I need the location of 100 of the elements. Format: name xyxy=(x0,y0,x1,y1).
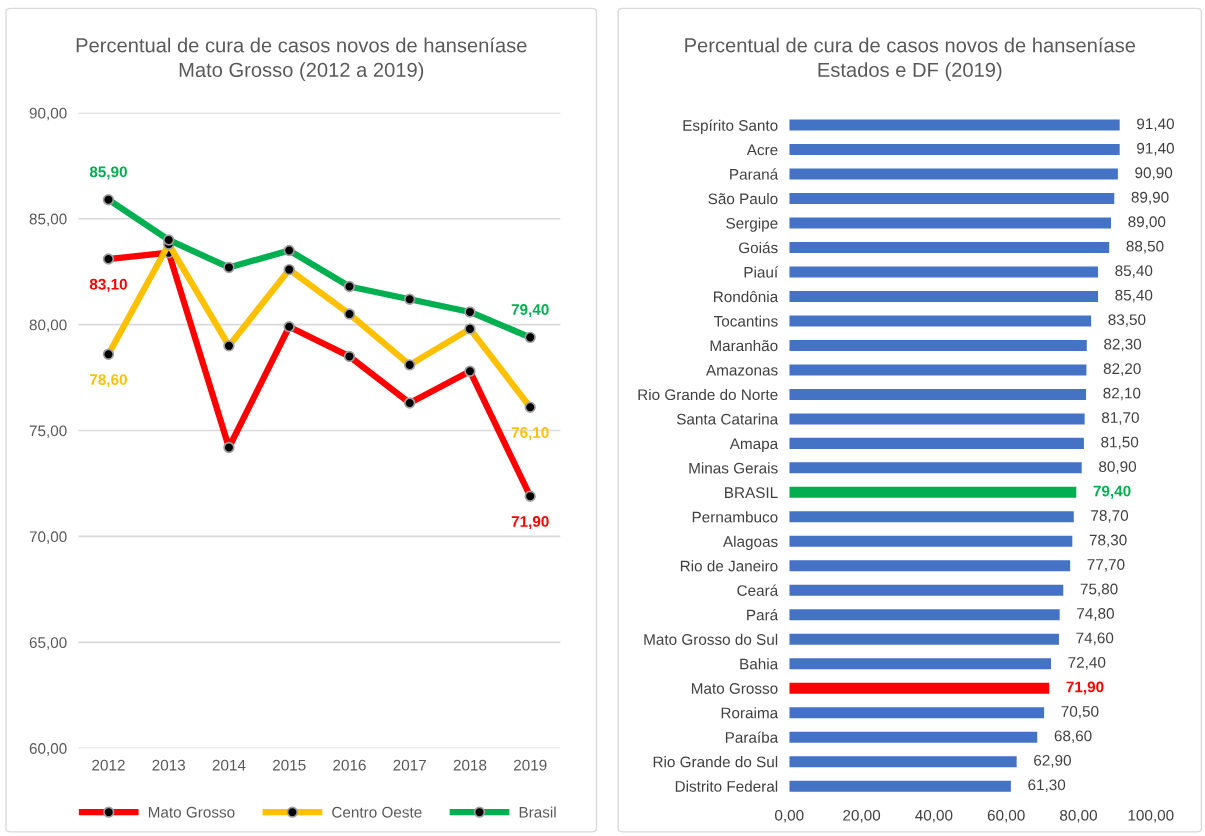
bar xyxy=(789,633,1059,645)
bar xyxy=(789,780,1011,792)
y-tick-label: Mato Grosso xyxy=(691,683,778,694)
data-label: 89,00 xyxy=(1128,216,1166,229)
data-label: 90,90 xyxy=(1135,167,1173,180)
bar xyxy=(789,731,1038,743)
y-tick-label: Goiás xyxy=(739,241,778,254)
x-tick-label: 2016 xyxy=(333,759,366,771)
y-tick-label: Rio Grande do Sul xyxy=(653,756,778,768)
data-label: 72,40 xyxy=(1068,657,1106,670)
bar xyxy=(789,144,1120,156)
y-tick-label: Santa Catarina xyxy=(676,413,779,425)
x-tick-label: 2015 xyxy=(272,759,306,771)
data-label: 82,10 xyxy=(1103,387,1141,401)
bar xyxy=(789,609,1060,621)
y-tick-label: Pernambuco xyxy=(692,511,778,523)
bar xyxy=(789,584,1064,596)
bar xyxy=(789,339,1087,351)
data-label: 78,30 xyxy=(1089,534,1127,548)
x-tick-label: 2018 xyxy=(453,759,487,771)
data-label: 85,40 xyxy=(1115,289,1153,303)
data-label: 79,40 xyxy=(1093,485,1131,499)
data-label: 75,80 xyxy=(1080,583,1118,597)
data-label: 61,30 xyxy=(1028,779,1066,793)
data-label: 74,80 xyxy=(1077,608,1114,621)
y-tick-label: Sergipe xyxy=(726,217,778,232)
y-tick-label: Espírito Santo xyxy=(683,119,778,134)
bar xyxy=(789,315,1092,327)
y-tick-label: Acre xyxy=(746,144,778,156)
y-tick-label: Amazonas xyxy=(706,364,778,376)
data-label: 88,50 xyxy=(1126,240,1164,254)
x-tick-label: 40,00 xyxy=(915,809,953,823)
bar xyxy=(789,413,1085,425)
data-label: 71,90 xyxy=(511,516,549,530)
x-tick-label: 80,00 xyxy=(1060,809,1097,823)
y-tick-label: 70,00 xyxy=(29,531,67,544)
y-tick-label: Roraima xyxy=(721,707,779,719)
data-label: 91,40 xyxy=(1137,118,1174,132)
legend-label: Centro Oeste xyxy=(332,806,422,818)
data-label: 68,60 xyxy=(1054,730,1092,744)
y-tick-label: BRASIL xyxy=(725,487,778,499)
bar xyxy=(789,168,1118,180)
bar xyxy=(789,707,1045,719)
y-tick-label: Tocantins xyxy=(713,315,778,327)
bar xyxy=(789,486,1077,498)
y-tick-label: Rio de Janeiro xyxy=(680,560,778,572)
bar xyxy=(789,511,1074,523)
y-tick-label: Amapa xyxy=(729,438,779,453)
x-tick-label: 100,00 xyxy=(1128,809,1174,823)
data-label: 81,50 xyxy=(1101,436,1139,450)
legend-label: Brasil xyxy=(519,806,556,818)
y-tick-label: Paraíba xyxy=(725,731,779,743)
bar xyxy=(789,193,1115,205)
x-tick-label: 2012 xyxy=(92,759,125,771)
x-tick-label: 0,00 xyxy=(775,809,804,823)
bar xyxy=(789,290,1098,302)
chart-title: Percentual de cura de casos novos de hanseníase Mato Grosso (2012 a 2019) xyxy=(76,37,527,81)
data-label: 74,60 xyxy=(1076,632,1114,646)
y-tick-label: 90,00 xyxy=(29,107,67,121)
data-label: 70,50 xyxy=(1061,705,1099,719)
bar xyxy=(789,242,1110,254)
data-label: 81,70 xyxy=(1101,412,1139,425)
bar xyxy=(789,462,1082,474)
y-tick-label: Rondônia xyxy=(714,290,779,303)
bar xyxy=(789,756,1017,768)
y-tick-label: São Paulo xyxy=(708,193,778,205)
bar xyxy=(789,217,1112,229)
data-label: 78,60 xyxy=(89,374,127,388)
y-tick-label: 85,00 xyxy=(29,213,67,227)
data-label: 80,90 xyxy=(1099,461,1137,474)
bar xyxy=(789,535,1073,547)
y-tick-label: Pará xyxy=(747,609,779,621)
y-tick-label: Maranhão xyxy=(710,339,778,352)
y-tick-label: Minas Gerais xyxy=(689,462,778,474)
y-tick-label: Ceará xyxy=(737,584,779,596)
bar xyxy=(789,364,1087,376)
bar xyxy=(789,119,1120,131)
data-label: 89,90 xyxy=(1131,191,1169,205)
x-tick-label: 2019 xyxy=(513,759,547,771)
bar xyxy=(789,266,1098,278)
data-label: 77,70 xyxy=(1087,559,1125,572)
y-tick-label: Rio Grande do Norte xyxy=(638,388,778,401)
x-tick-label: 2013 xyxy=(152,759,186,771)
y-tick-label: 80,00 xyxy=(29,319,67,333)
y-tick-label: Paraná xyxy=(730,168,779,180)
bar xyxy=(789,658,1051,670)
data-label: 76,10 xyxy=(511,427,549,441)
data-label: 71,90 xyxy=(1066,681,1104,695)
y-tick-label: 60,00 xyxy=(29,743,67,756)
data-label: 91,40 xyxy=(1137,142,1174,156)
y-tick-label: Distrito Federal xyxy=(675,780,778,792)
x-tick-label: 2017 xyxy=(393,759,426,771)
y-tick-label: Piauí xyxy=(744,266,779,278)
data-label: 79,40 xyxy=(511,304,549,318)
y-tick-label: Bahia xyxy=(740,658,779,670)
legend-label: Mato Grosso xyxy=(148,806,235,818)
data-label: 82,20 xyxy=(1103,363,1141,376)
data-label: 83,10 xyxy=(89,278,127,292)
x-tick-label: 60,00 xyxy=(987,809,1025,823)
bar xyxy=(789,560,1071,572)
